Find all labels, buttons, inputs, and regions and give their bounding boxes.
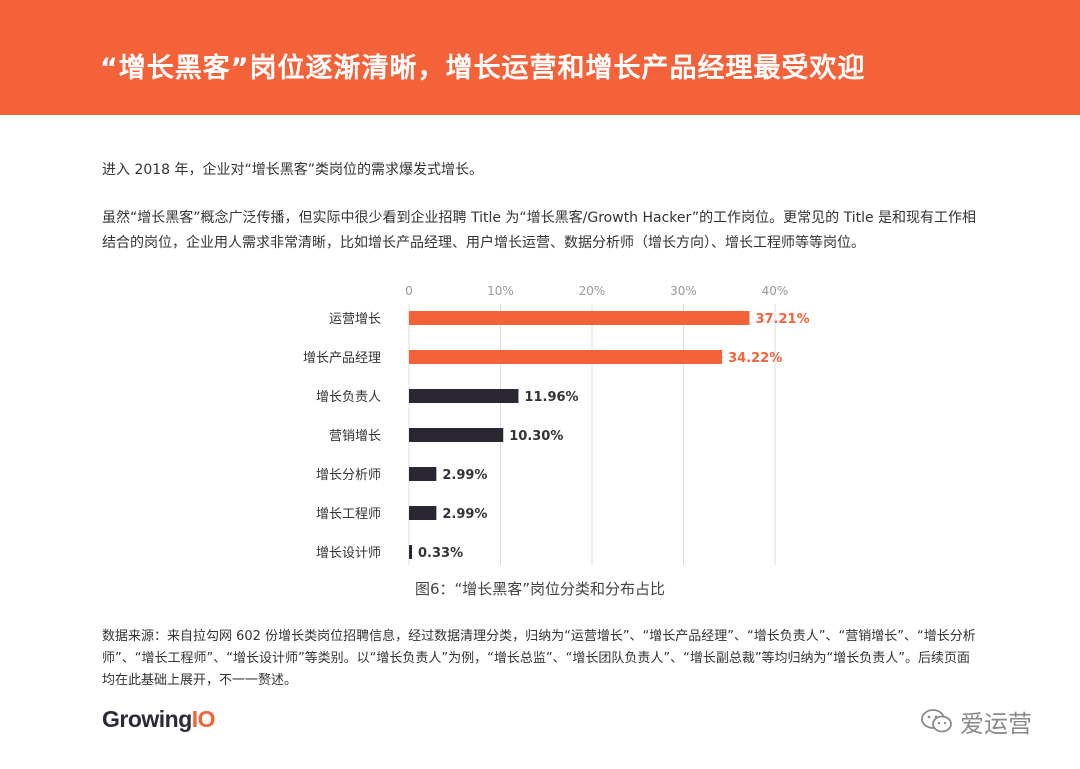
bar-chart: 0 10% 20% 30% 40% 运营增长 37.21% 增长产品经理 34.22% 增长负责人…	[303, 284, 810, 565]
intro-paragraph-1: 进入 2018 年，企业对“增长黑客”类岗位的需求爆发式增长。	[102, 162, 484, 178]
bar	[409, 506, 437, 520]
wechat-icon	[921, 709, 952, 733]
growingio-logo[interactable]: GrowingIO	[102, 706, 216, 733]
value-label: 10.30%	[509, 429, 563, 444]
category-label: 增长设计师	[316, 546, 381, 561]
x-tick-label: 10%	[487, 284, 514, 298]
watermark-text: 爱运营	[960, 709, 1032, 738]
value-label: 37.21%	[755, 312, 809, 327]
bar	[409, 311, 750, 325]
x-tick-label: 30%	[670, 284, 697, 298]
x-tick-label: 40%	[762, 284, 789, 298]
watermark: 爱运营	[920, 704, 1032, 738]
page-title: “增长黑客”岗位逐渐清晰，增长运营和增长产品经理最受欢迎	[100, 53, 866, 84]
x-tick-label: 0	[405, 284, 413, 298]
bar	[409, 545, 413, 559]
value-label: 2.99%	[442, 468, 487, 483]
bar	[409, 389, 519, 403]
x-tick-label: 20%	[579, 284, 606, 298]
chart-caption: 图6：“增长黑客”岗位分类和分布占比	[414, 580, 666, 598]
value-label: 2.99%	[442, 507, 487, 522]
value-label: 0.33%	[418, 546, 463, 561]
logo-accent-text: IO	[191, 706, 216, 732]
bar	[409, 467, 437, 481]
intro-paragraph-2: 虽然“增长黑客”概念广泛传播，但实际中很少看到企业招聘 Title 为“增长黑客…	[102, 210, 977, 251]
category-label: 增长产品经理	[303, 351, 381, 366]
value-label: 11.96%	[524, 390, 578, 405]
category-label: 运营增长	[329, 312, 381, 327]
category-label: 增长负责人	[316, 390, 381, 405]
category-label: 增长工程师	[316, 507, 381, 522]
category-label: 营销增长	[329, 429, 381, 444]
value-label: 34.22%	[728, 351, 782, 366]
bar	[409, 350, 723, 364]
logo-text: Growing	[102, 706, 192, 732]
bar	[409, 428, 504, 442]
data-source-note: 数据来源：来自拉勾网 602 份增长类岗位招聘信息，经过数据清理分类，归纳为“运…	[102, 629, 976, 688]
header-banner: “增长黑客”岗位逐渐清晰，增长运营和增长产品经理最受欢迎	[0, 0, 1080, 115]
category-label: 增长分析师	[316, 468, 381, 483]
